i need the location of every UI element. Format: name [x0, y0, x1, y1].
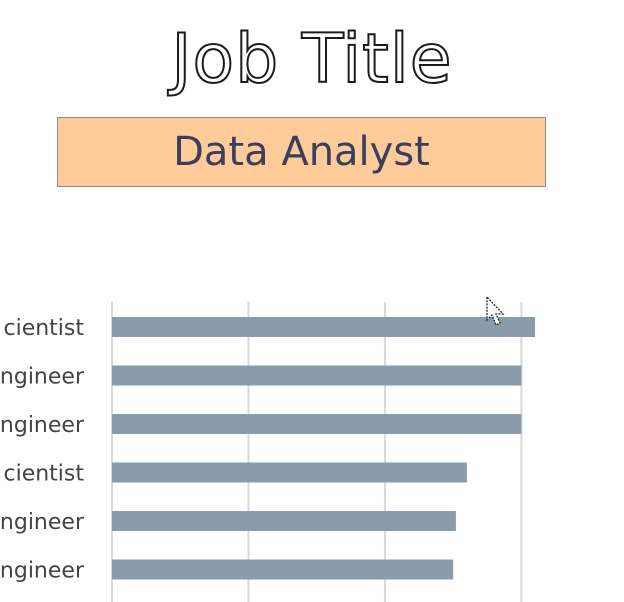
category-label-5: ngineer: [0, 559, 85, 584]
job-title-heading: Job Title: [170, 19, 453, 100]
job-title-slicer-selected[interactable]: Data Analyst: [57, 117, 546, 187]
bar-3[interactable]: [112, 462, 467, 483]
category-label-0: cientist: [3, 316, 84, 341]
bar-0[interactable]: [112, 317, 536, 337]
category-label-4: ngineer: [0, 510, 85, 535]
category-label-3: cientist: [3, 462, 84, 487]
bar-4[interactable]: [112, 511, 456, 531]
chart-category-labels: cientist ngineer ngineer cientist ngineer ngi…: [0, 316, 85, 584]
bar-2[interactable]: [112, 414, 522, 434]
category-label-1: ngineer: [0, 365, 85, 390]
chart-gridlines: [111, 302, 523, 602]
category-label-2: ngineer: [0, 413, 85, 438]
chart-bars: [112, 317, 536, 580]
bar-1[interactable]: [112, 365, 522, 386]
bar-chart: cientist ngineer ngineer cientist ngineer ngi…: [0, 302, 536, 602]
arrow-cursor-icon: [486, 296, 505, 326]
bar-5[interactable]: [112, 559, 454, 580]
